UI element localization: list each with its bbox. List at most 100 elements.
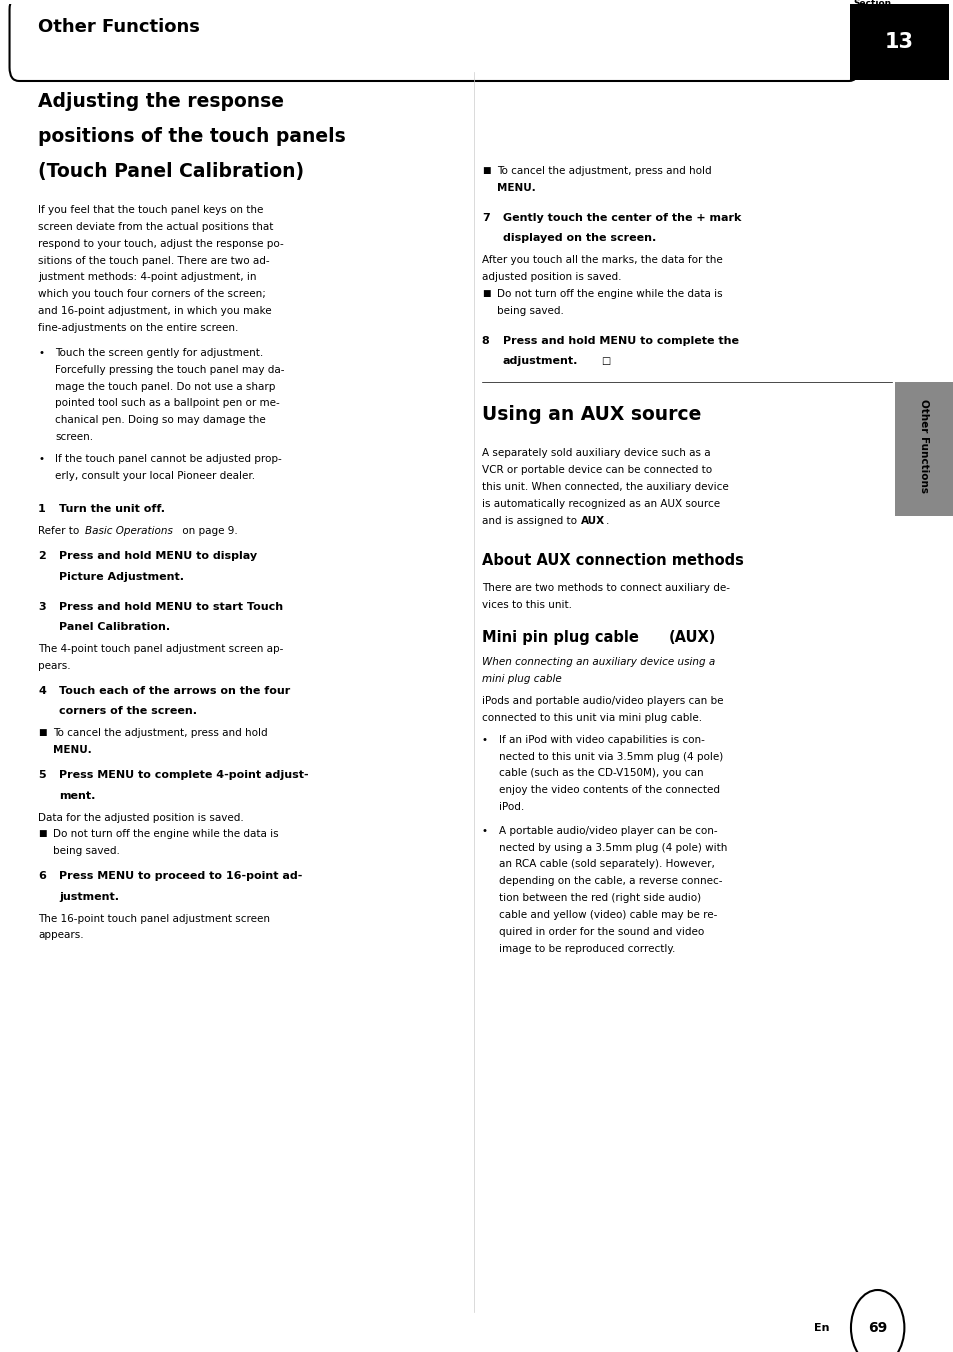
- Text: Forcefully pressing the touch panel may da-: Forcefully pressing the touch panel may …: [55, 365, 285, 375]
- Text: quired in order for the sound and video: quired in order for the sound and video: [498, 926, 703, 937]
- Text: screen.: screen.: [55, 433, 93, 442]
- Text: Picture Adjustment.: Picture Adjustment.: [59, 572, 184, 581]
- Text: Data for the adjusted position is saved.: Data for the adjusted position is saved.: [38, 813, 244, 822]
- Text: When connecting an auxiliary device using a: When connecting an auxiliary device usin…: [481, 657, 714, 667]
- Text: Refer to: Refer to: [38, 526, 83, 537]
- Text: on page 9.: on page 9.: [179, 526, 238, 537]
- Text: Press MENU to proceed to 16-point ad-: Press MENU to proceed to 16-point ad-: [59, 872, 302, 882]
- Text: Do not turn off the engine while the data is: Do not turn off the engine while the dat…: [53, 829, 279, 840]
- Text: being saved.: being saved.: [53, 846, 120, 856]
- Text: MENU.: MENU.: [497, 183, 536, 193]
- Text: ment.: ment.: [59, 791, 95, 800]
- Text: Section: Section: [853, 0, 891, 8]
- Text: ■: ■: [38, 729, 47, 737]
- Text: being saved.: being saved.: [497, 306, 563, 316]
- Text: adjustment.: adjustment.: [502, 357, 578, 366]
- Text: connected to this unit via mini plug cable.: connected to this unit via mini plug cab…: [481, 713, 701, 723]
- Text: vices to this unit.: vices to this unit.: [481, 600, 571, 610]
- Text: 6: 6: [38, 872, 46, 882]
- Text: •: •: [38, 347, 44, 358]
- Text: sitions of the touch panel. There are two ad-: sitions of the touch panel. There are tw…: [38, 256, 270, 265]
- Text: iPods and portable audio/video players can be: iPods and portable audio/video players c…: [481, 696, 722, 706]
- Text: ■: ■: [38, 829, 47, 838]
- Text: □: □: [600, 357, 610, 366]
- Text: which you touch four corners of the screen;: which you touch four corners of the scre…: [38, 289, 266, 299]
- Text: 5: 5: [38, 771, 46, 780]
- Text: About AUX connection methods: About AUX connection methods: [481, 553, 743, 568]
- Text: There are two methods to connect auxiliary de-: There are two methods to connect auxilia…: [481, 583, 729, 594]
- Text: If you feel that the touch panel keys on the: If you feel that the touch panel keys on…: [38, 206, 263, 215]
- Text: Touch the screen gently for adjustment.: Touch the screen gently for adjustment.: [55, 347, 263, 358]
- Text: tion between the red (right side audio): tion between the red (right side audio): [498, 894, 700, 903]
- Text: chanical pen. Doing so may damage the: chanical pen. Doing so may damage the: [55, 415, 266, 426]
- Text: adjusted position is saved.: adjusted position is saved.: [481, 272, 620, 283]
- Text: 69: 69: [867, 1321, 886, 1334]
- Text: image to be reproduced correctly.: image to be reproduced correctly.: [498, 944, 675, 953]
- Text: Press and hold MENU to display: Press and hold MENU to display: [59, 552, 257, 561]
- Text: corners of the screen.: corners of the screen.: [59, 706, 197, 717]
- Text: MENU.: MENU.: [53, 745, 92, 756]
- Text: To cancel the adjustment, press and hold: To cancel the adjustment, press and hold: [497, 166, 711, 176]
- Text: •: •: [481, 734, 487, 745]
- Text: If an iPod with video capabilities is con-: If an iPod with video capabilities is co…: [498, 734, 704, 745]
- Text: mini plug cable: mini plug cable: [481, 675, 561, 684]
- Text: (Touch Panel Calibration): (Touch Panel Calibration): [38, 162, 304, 181]
- Text: pears.: pears.: [38, 661, 71, 671]
- Text: erly, consult your local Pioneer dealer.: erly, consult your local Pioneer dealer.: [55, 472, 255, 481]
- Text: 3: 3: [38, 602, 46, 612]
- Text: After you touch all the marks, the data for the: After you touch all the marks, the data …: [481, 256, 721, 265]
- Text: 7: 7: [481, 214, 489, 223]
- Text: 8: 8: [481, 337, 489, 346]
- Text: enjoy the video contents of the connected: enjoy the video contents of the connecte…: [498, 786, 720, 795]
- Text: nected to this unit via 3.5mm plug (4 pole): nected to this unit via 3.5mm plug (4 po…: [498, 752, 722, 761]
- Text: nected by using a 3.5mm plug (4 pole) with: nected by using a 3.5mm plug (4 pole) wi…: [498, 842, 726, 853]
- Text: pointed tool such as a ballpoint pen or me-: pointed tool such as a ballpoint pen or …: [55, 399, 280, 408]
- Text: Do not turn off the engine while the data is: Do not turn off the engine while the dat…: [497, 289, 722, 299]
- Text: 2: 2: [38, 552, 46, 561]
- FancyBboxPatch shape: [849, 0, 948, 80]
- Text: Touch each of the arrows on the four: Touch each of the arrows on the four: [59, 687, 290, 696]
- Text: respond to your touch, adjust the response po-: respond to your touch, adjust the respon…: [38, 239, 284, 249]
- Text: 4: 4: [38, 687, 46, 696]
- Text: Press and hold MENU to complete the: Press and hold MENU to complete the: [502, 337, 738, 346]
- Text: If the touch panel cannot be adjusted prop-: If the touch panel cannot be adjusted pr…: [55, 454, 282, 464]
- Text: Turn the unit off.: Turn the unit off.: [59, 504, 165, 514]
- Text: justment methods: 4-point adjustment, in: justment methods: 4-point adjustment, in: [38, 272, 256, 283]
- Text: Other Functions: Other Functions: [38, 18, 200, 35]
- Text: appears.: appears.: [38, 930, 84, 941]
- Text: A separately sold auxiliary device such as a: A separately sold auxiliary device such …: [481, 449, 710, 458]
- Text: The 4-point touch panel adjustment screen ap-: The 4-point touch panel adjustment scree…: [38, 644, 283, 654]
- Text: an RCA cable (sold separately). However,: an RCA cable (sold separately). However,: [498, 860, 714, 869]
- Text: ■: ■: [481, 289, 490, 297]
- Text: Gently touch the center of the + mark: Gently touch the center of the + mark: [502, 214, 740, 223]
- Text: cable and yellow (video) cable may be re-: cable and yellow (video) cable may be re…: [498, 910, 717, 919]
- Text: cable (such as the CD-V150M), you can: cable (such as the CD-V150M), you can: [498, 768, 702, 779]
- Bar: [894, 381, 953, 516]
- Text: The 16-point touch panel adjustment screen: The 16-point touch panel adjustment scre…: [38, 914, 270, 923]
- Text: is automatically recognized as an AUX source: is automatically recognized as an AUX so…: [481, 499, 720, 508]
- Text: and 16-point adjustment, in which you make: and 16-point adjustment, in which you ma…: [38, 306, 272, 316]
- Text: iPod.: iPod.: [498, 802, 523, 813]
- Text: AUX: AUX: [580, 515, 604, 526]
- Text: Other Functions: Other Functions: [919, 399, 928, 493]
- Text: En: En: [814, 1322, 829, 1333]
- Text: •: •: [481, 826, 487, 836]
- Text: Panel Calibration.: Panel Calibration.: [59, 622, 170, 633]
- Text: Basic Operations: Basic Operations: [85, 526, 172, 537]
- Text: depending on the cable, a reverse connec-: depending on the cable, a reverse connec…: [498, 876, 721, 886]
- Text: Press and hold MENU to start Touch: Press and hold MENU to start Touch: [59, 602, 283, 612]
- Text: Using an AUX source: Using an AUX source: [481, 406, 700, 425]
- Text: Press MENU to complete 4-point adjust-: Press MENU to complete 4-point adjust-: [59, 771, 309, 780]
- Text: Mini pin plug cable: Mini pin plug cable: [481, 630, 643, 645]
- Text: 13: 13: [884, 32, 913, 51]
- Text: and is assigned to: and is assigned to: [481, 515, 579, 526]
- Text: ■: ■: [481, 166, 490, 174]
- Text: A portable audio/video player can be con-: A portable audio/video player can be con…: [498, 826, 717, 836]
- Text: mage the touch panel. Do not use a sharp: mage the touch panel. Do not use a sharp: [55, 381, 275, 392]
- Text: 1: 1: [38, 504, 46, 514]
- Text: .: .: [605, 515, 609, 526]
- Text: positions of the touch panels: positions of the touch panels: [38, 127, 346, 146]
- Text: displayed on the screen.: displayed on the screen.: [502, 234, 656, 243]
- Text: fine-adjustments on the entire screen.: fine-adjustments on the entire screen.: [38, 323, 238, 333]
- Text: Adjusting the response: Adjusting the response: [38, 92, 284, 111]
